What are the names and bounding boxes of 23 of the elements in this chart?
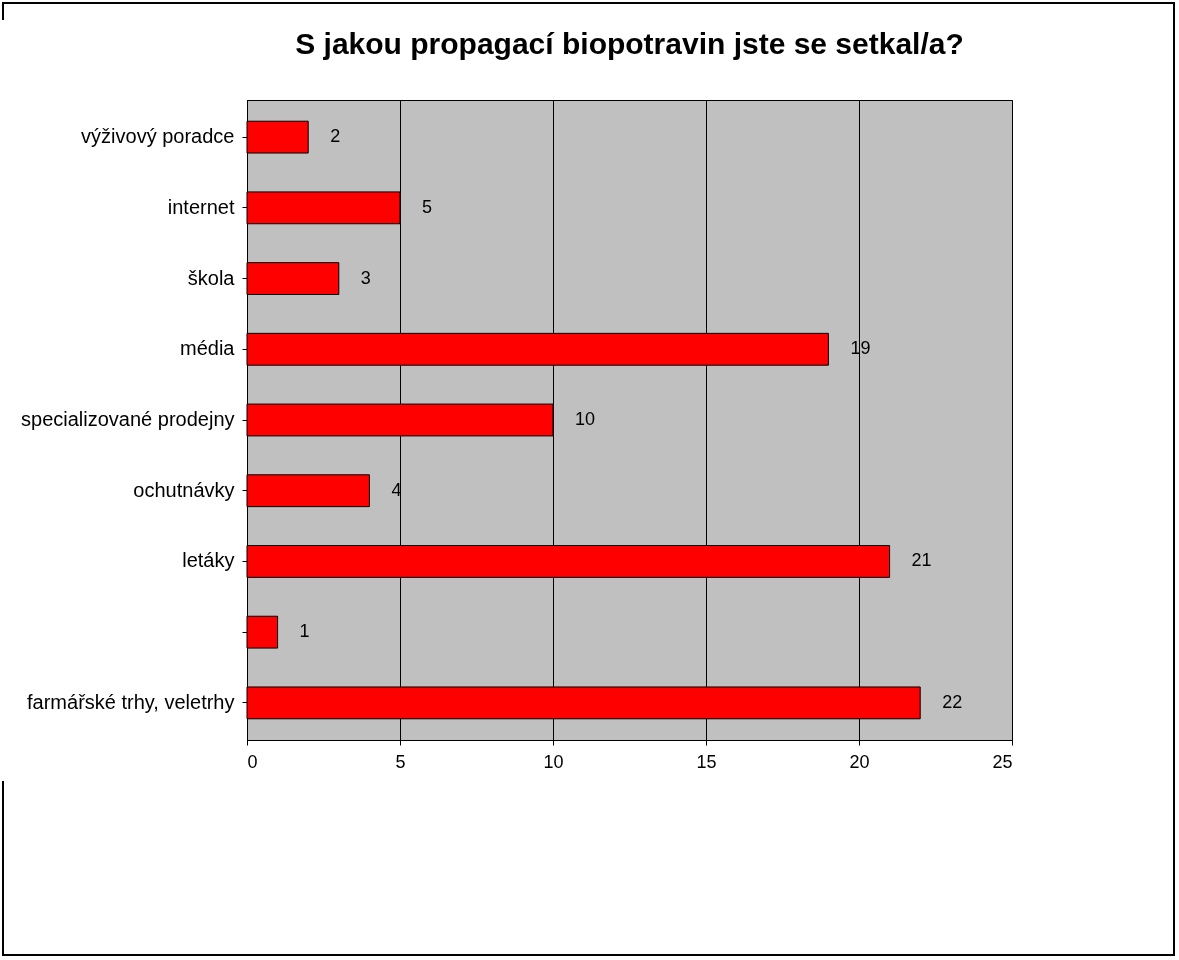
y-tick-label: farmářské trhy, veletrhy bbox=[27, 690, 235, 713]
x-tick-label: 15 bbox=[696, 751, 717, 772]
x-tick-label: 25 bbox=[992, 751, 1013, 772]
data-label: 22 bbox=[942, 691, 963, 712]
x-tick-label: 0 bbox=[247, 751, 258, 772]
x-tick-label: 5 bbox=[395, 751, 406, 772]
data-label: 21 bbox=[911, 550, 932, 571]
data-label: 3 bbox=[360, 267, 371, 288]
data-label: 1 bbox=[299, 621, 310, 642]
data-label: 5 bbox=[422, 196, 433, 217]
y-tick-label: výživový poradce bbox=[81, 125, 235, 148]
x-tick-label: 10 bbox=[543, 751, 564, 772]
y-tick-label: škola bbox=[187, 266, 236, 289]
y-tick-label: ochutnávky bbox=[133, 478, 235, 501]
y-tick-label: specializované prodejny bbox=[21, 408, 235, 430]
y-tick-label: média bbox=[180, 337, 236, 360]
y-tick-label: internet bbox=[167, 195, 235, 218]
x-tick-label: 20 bbox=[849, 751, 870, 772]
y-tick-label: letáky bbox=[182, 549, 235, 572]
data-label: 4 bbox=[391, 479, 402, 500]
data-label: 10 bbox=[575, 409, 596, 429]
data-label: 2 bbox=[330, 126, 341, 147]
chart-title: S jakou propagací biopotravin jste se setkal/a? bbox=[295, 27, 964, 60]
